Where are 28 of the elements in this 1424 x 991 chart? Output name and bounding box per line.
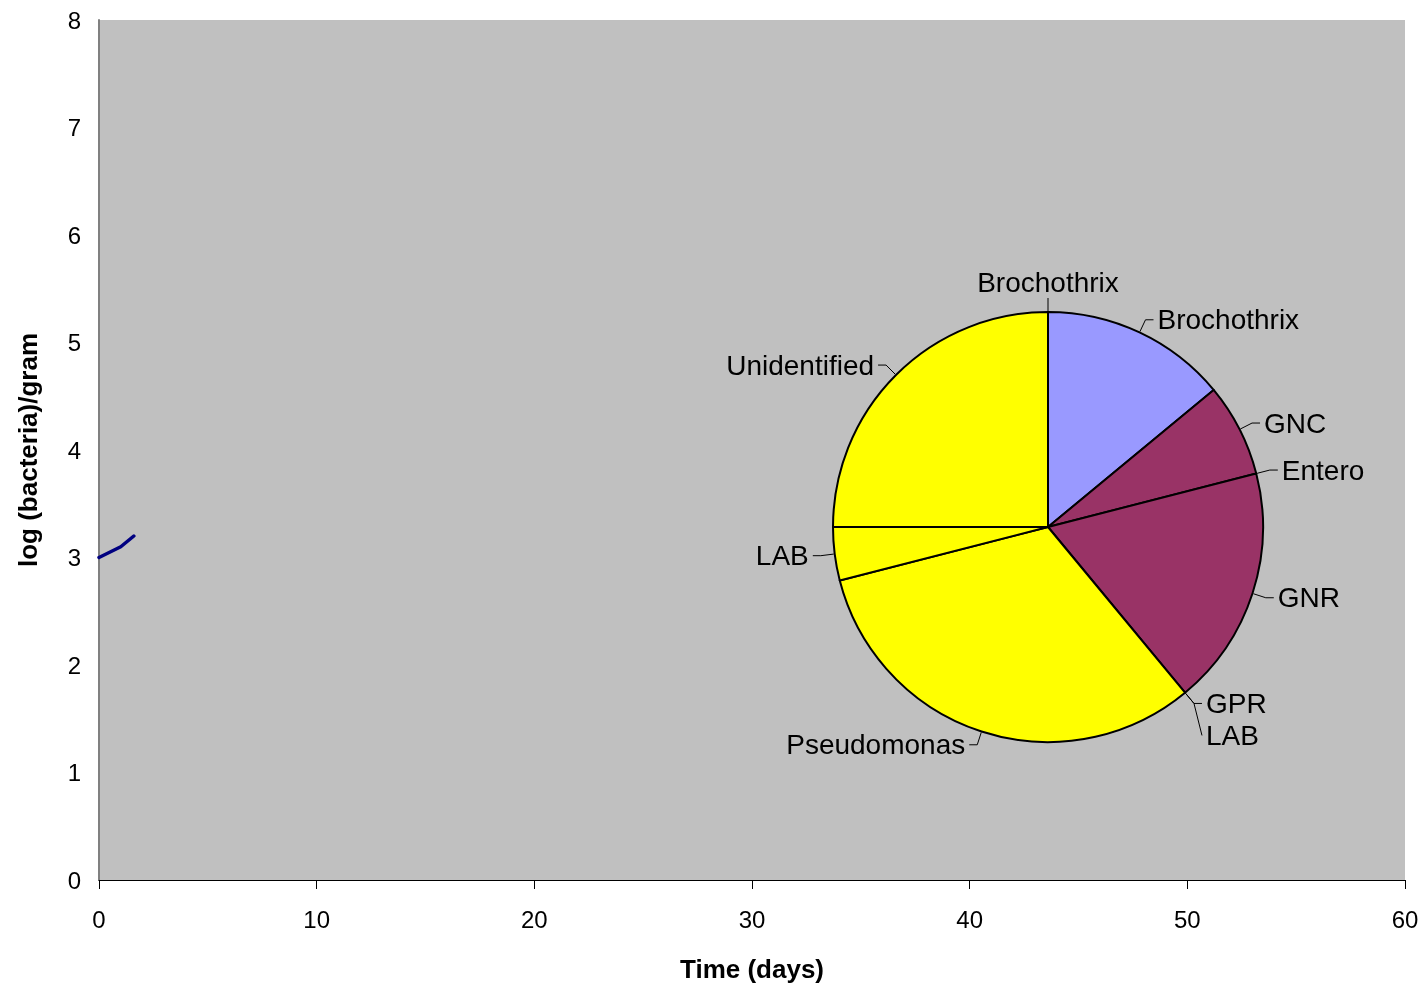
legend-label: Entero xyxy=(1281,454,1365,486)
y-tick-label: 3 xyxy=(67,544,81,571)
y-tick-label: 7 xyxy=(67,114,81,141)
y-tick-label: 0 xyxy=(67,866,81,894)
x-tick-label: 40 xyxy=(956,905,984,933)
slice-label: GNC xyxy=(1264,407,1327,439)
legend-label: GPR xyxy=(1205,687,1267,719)
slice-label: Brochothrix xyxy=(1157,304,1300,336)
slice-label: LAB xyxy=(755,540,809,572)
x-tick-label: 10 xyxy=(303,905,331,933)
y-tick-label: 6 xyxy=(67,221,81,249)
x-tick-label: 20 xyxy=(520,905,548,933)
y-tick-label: 2 xyxy=(67,651,81,679)
y-tick-label: 8 xyxy=(67,6,81,34)
slice-label: GNR xyxy=(1277,582,1341,614)
category-label: Brochothrix xyxy=(977,266,1119,298)
y-tick-label: 1 xyxy=(67,759,81,786)
slice-label: Pseudomonas xyxy=(786,729,966,761)
x-tick-label: 0 xyxy=(92,905,106,933)
x-tick-label: 50 xyxy=(1173,905,1201,933)
x-axis-title: Time (days) xyxy=(679,954,825,984)
y-axis-title: log (bacteria)/gram xyxy=(13,332,43,568)
category-label: LAB xyxy=(1205,719,1259,751)
slice-label: Unidentified xyxy=(726,349,875,381)
y-tick-label: 4 xyxy=(67,436,81,464)
y-tick-label: 5 xyxy=(67,329,81,356)
x-tick-label: 30 xyxy=(738,905,766,933)
x-tick-label: 60 xyxy=(1391,905,1419,933)
